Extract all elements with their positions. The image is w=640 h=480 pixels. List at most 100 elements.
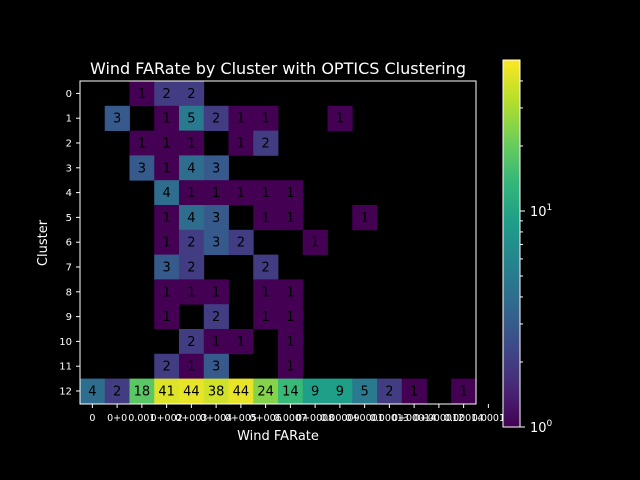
x-tick-label: 0+005 (225, 413, 257, 424)
heatmap-cell (253, 279, 279, 305)
x-tick-label: 0+006 (250, 413, 282, 424)
heatmap-cell (228, 229, 254, 255)
cell-value-label: 1 (212, 335, 220, 350)
x-tick-label: 0+0 (107, 413, 127, 424)
cell-value-label: 1 (162, 310, 170, 325)
heatmap-cell (179, 378, 205, 404)
x-tick-label: 0.0001 (472, 413, 505, 424)
cell-value-label: 1 (286, 211, 294, 226)
heatmap-cell (451, 378, 477, 404)
cell-value-label: 1 (261, 285, 269, 300)
heatmap-cell (154, 180, 180, 206)
colorbar-tick-label: 100 (530, 419, 553, 436)
heatmap-cell (179, 155, 205, 181)
heatmap-cell (253, 180, 279, 206)
cell-value-label: 2 (187, 87, 195, 102)
heatmap-cell (228, 105, 254, 131)
cell-value-label: 24 (257, 385, 274, 400)
heatmap-cell (154, 254, 180, 280)
colorbar-ticks: 100 101 (520, 80, 553, 436)
heatmap-cell (228, 329, 254, 355)
cell-value-label: 2 (187, 335, 195, 350)
cell-value-label: 1 (187, 360, 195, 375)
cell-value-label: 4 (88, 385, 96, 400)
heatmap-cell (278, 378, 304, 404)
cell-value-label: 44 (183, 385, 200, 400)
heatmap-cell (203, 155, 229, 181)
heatmap-cell (327, 105, 353, 131)
cell-value-label: 1 (162, 161, 170, 176)
heatmap-cell (203, 329, 229, 355)
cell-value-labels: 1 2 23 1 5 2 1 1 11 1 1 1 23 1 4 34 1 1 1 1 11 4 3 1 1 11 2 3 2 13 2 21… (88, 87, 468, 400)
cell-value-label: 1 (187, 285, 195, 300)
heatmap-cell (278, 329, 304, 355)
heatmap-cell (154, 155, 180, 181)
heatmap-cell (154, 229, 180, 255)
cell-value-label: 4 (187, 211, 195, 226)
cell-value-label: 1 (311, 236, 319, 251)
heatmap-cell (154, 279, 180, 305)
heatmap-cell (129, 155, 155, 181)
y-tick-label: 10 (59, 337, 72, 348)
x-tick-label: 0+0008 (296, 413, 334, 424)
cell-value-label: 2 (162, 360, 170, 375)
cell-value-label: 4 (162, 186, 170, 201)
y-tick-label: 4 (66, 188, 72, 199)
cell-value-label: 1 (261, 310, 269, 325)
cell-value-label: 3 (212, 161, 220, 176)
heatmap-cells (80, 81, 477, 404)
cell-value-label: 41 (158, 385, 175, 400)
heatmap-cell (203, 229, 229, 255)
cell-value-label: 1 (187, 137, 195, 152)
x-tick-label: 0+0001 (346, 413, 384, 424)
y-tick-label: 12 (59, 387, 72, 398)
heatmap-cell (302, 378, 328, 404)
cell-value-label: 1 (138, 137, 146, 152)
heatmap-cell (253, 130, 279, 156)
cell-value-label: 1 (237, 112, 245, 127)
cell-value-label: 1 (286, 335, 294, 350)
heatmap-cell (278, 304, 304, 330)
heatmap-cell (203, 279, 229, 305)
y-tick-label: 1 (66, 114, 72, 125)
x-tick-label: 0.00013 (370, 413, 409, 424)
cell-value-label: 4 (187, 161, 195, 176)
cell-value-label: 5 (187, 112, 195, 127)
heatmap-cell (104, 105, 130, 131)
heatmap-cell (154, 130, 180, 156)
cell-value-label: 1 (261, 211, 269, 226)
cell-value-label: 1 (212, 186, 220, 201)
x-tick-label: 0.00009 (320, 413, 359, 424)
cell-value-label: 2 (261, 261, 269, 276)
cell-value-label: 1 (237, 137, 245, 152)
y-tick-label: 5 (66, 213, 72, 224)
cell-value-label: 3 (212, 236, 220, 251)
heatmap-cell (401, 378, 427, 404)
cell-value-label: 2 (237, 236, 245, 251)
cell-value-label: 9 (311, 385, 319, 400)
cell-value-label: 44 (233, 385, 250, 400)
heatmap-cell (203, 180, 229, 206)
heatmap-cell (203, 105, 229, 131)
chart-title: Wind FARate by Cluster with OPTICS Clust… (90, 59, 466, 78)
heatmap-cell (228, 130, 254, 156)
cell-value-label: 3 (162, 261, 170, 276)
heatmap-cell (203, 205, 229, 231)
cell-value-label: 2 (187, 261, 195, 276)
heatmap-cell (154, 105, 180, 131)
cell-value-label: 2 (261, 137, 269, 152)
x-tick-label: 0.0007 (274, 413, 307, 424)
cell-value-label: 1 (336, 112, 344, 127)
cell-value-label: 38 (208, 385, 225, 400)
y-tick-label: 11 (59, 362, 72, 373)
x-axis-ticks: 0 0+0 0.0010+0020+0030+0040+0050+0060.0007… (89, 404, 505, 424)
cell-value-label: 2 (212, 112, 220, 127)
y-tick-label: 9 (66, 312, 72, 323)
cell-value-label: 1 (237, 186, 245, 201)
cell-value-label: 1 (187, 186, 195, 201)
cell-value-label: 1 (286, 186, 294, 201)
heatmap-cell (129, 81, 155, 107)
heatmap-cell (104, 378, 130, 404)
cell-value-label: 2 (187, 236, 195, 251)
